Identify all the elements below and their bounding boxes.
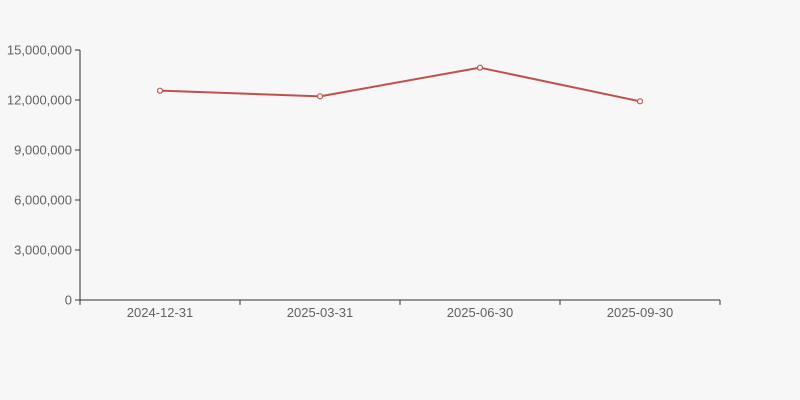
x-axis-label: 2025-06-30 (447, 305, 514, 320)
data-point-marker[interactable] (156, 87, 164, 94)
x-axis-label: 2025-09-30 (607, 305, 674, 320)
data-point-marker[interactable] (476, 64, 484, 71)
y-axis-label: 0 (65, 293, 72, 308)
data-point-marker[interactable] (316, 93, 324, 100)
series-line (159, 66, 641, 103)
y-axis-label: 15,000,000 (7, 43, 72, 58)
y-axis-label: 9,000,000 (14, 143, 72, 158)
y-axis-label: 6,000,000 (14, 193, 72, 208)
data-point-marker[interactable] (636, 98, 644, 105)
x-axis-label: 2024-12-31 (127, 305, 194, 320)
x-axis-label: 2025-03-31 (287, 305, 354, 320)
y-axis-label: 12,000,000 (7, 93, 72, 108)
y-axis-label: 3,000,000 (14, 243, 72, 258)
